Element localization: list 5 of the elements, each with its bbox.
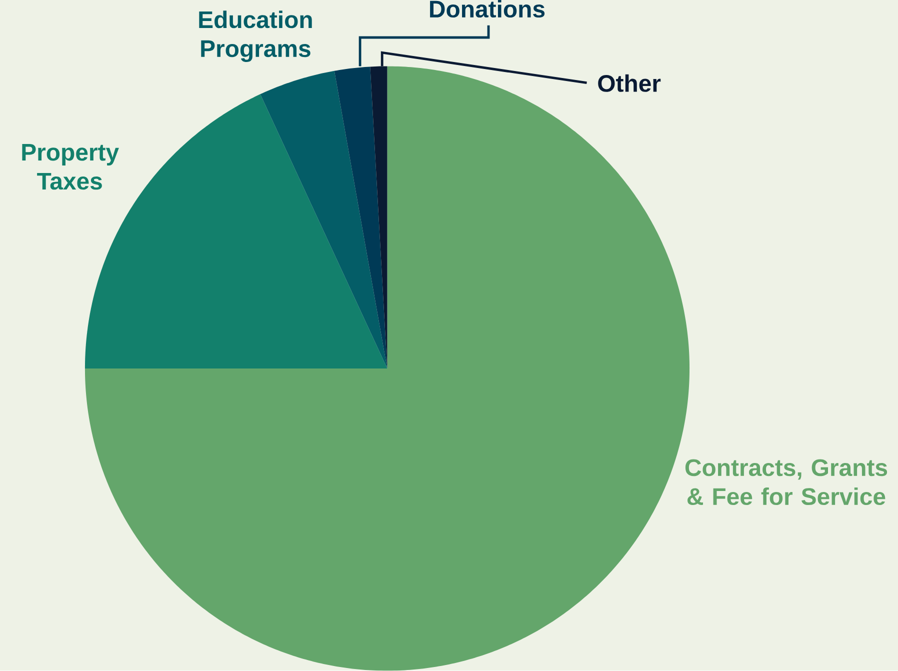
slice-label: Education Programs <box>199 10 312 62</box>
slice-label: Donations <box>430 0 545 18</box>
slice-label: Property Taxes <box>22 144 119 190</box>
slice-label: Other <box>598 74 661 92</box>
slice-label: Contracts, Grants & Fee for Service <box>685 459 888 506</box>
